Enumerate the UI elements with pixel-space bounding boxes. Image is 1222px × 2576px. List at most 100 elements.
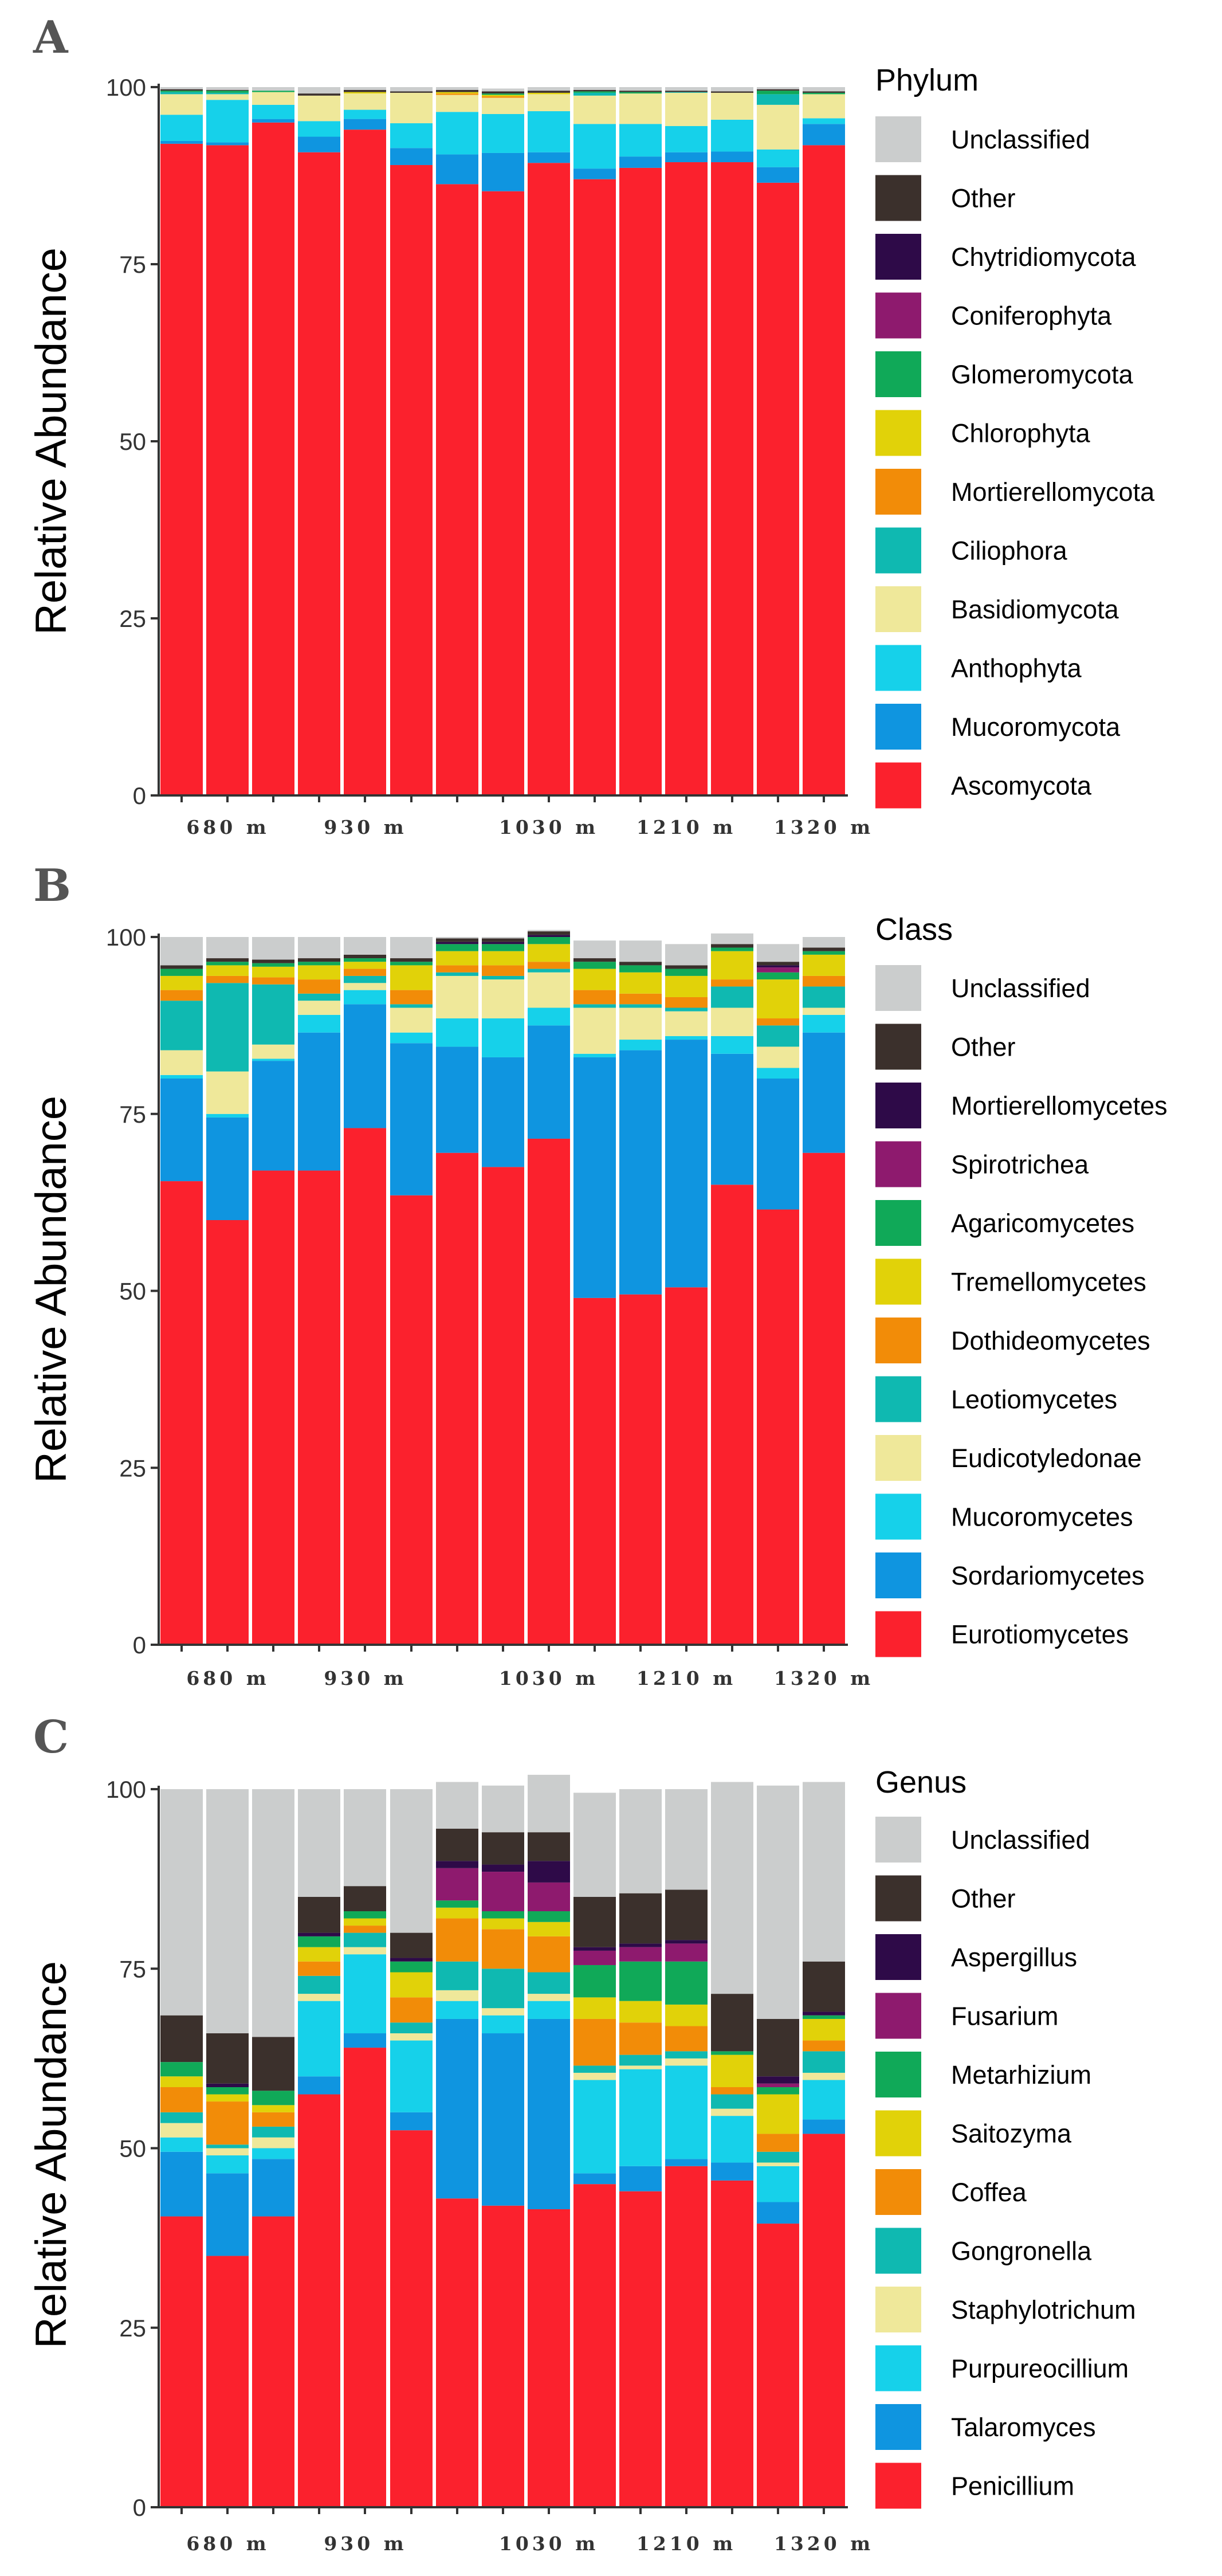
bar-segment-unclassified xyxy=(298,937,340,959)
bar-segment-aspergillus xyxy=(390,1958,433,1962)
bar-segment-saitozyma xyxy=(482,1918,524,1930)
bar-segment-agaricomycetes xyxy=(528,937,570,944)
bar-segment-purpureocillium xyxy=(665,2065,708,2159)
bar-segment-gongronella xyxy=(482,1969,524,2009)
bar-segment-tremellomycetes xyxy=(619,972,662,994)
legend-label: Aspergillus xyxy=(951,1943,1077,1972)
panel-b-plot xyxy=(158,930,848,1646)
bar-segment-talaromyces xyxy=(252,2159,294,2217)
bar-segment-coffea xyxy=(757,2134,799,2152)
bar-segment-agaricomycetes xyxy=(436,944,478,951)
bar-segment-leotiomycetes xyxy=(573,1004,616,1008)
bar-segment-gongronella xyxy=(573,2065,616,2073)
x-group-label: 1030 m xyxy=(499,2532,599,2555)
x-group-label: 1320 m xyxy=(774,1667,874,1689)
bar-segment-staphylotrichum xyxy=(160,2123,203,2138)
bar-segment-anthophyta xyxy=(528,111,570,152)
legend-swatch xyxy=(875,292,921,339)
bar-segment-unclassified xyxy=(757,87,799,89)
bar-segment-unclassified xyxy=(803,937,845,948)
bar-segment-tremellomycetes xyxy=(573,969,616,990)
legend-swatch xyxy=(875,410,921,456)
bar-segment-chlorophyta xyxy=(482,95,524,97)
bar-segment-other xyxy=(665,1889,708,1940)
bar-segment-coffea xyxy=(803,2040,845,2052)
x-group-label: 1210 m xyxy=(636,1667,736,1689)
bar-segment-metarhizium xyxy=(206,2087,249,2095)
bar-segment-penicillium xyxy=(665,2166,708,2507)
legend-label: Basidiomycota xyxy=(951,595,1119,624)
bar-segment-purpureocillium xyxy=(528,2001,570,2019)
bar-segment-coffea xyxy=(344,1926,386,1933)
y-tick-label: 0 xyxy=(133,782,146,809)
bar-segment-eudicotyledonae xyxy=(711,1007,753,1036)
bar-segment-mucoromycota xyxy=(528,152,570,163)
bar-segment-gongronella xyxy=(298,1975,340,1994)
bar-segment-chlorophyta xyxy=(344,92,386,94)
bar-segment-unclassified xyxy=(390,1789,433,1933)
bar-segment-saitozyma xyxy=(436,1907,478,1919)
y-tick-label: 75 xyxy=(119,1955,146,1982)
bar-segment-mortierellomycetes xyxy=(528,935,570,937)
legend-swatch xyxy=(875,116,921,162)
bar-segment-ascomycota xyxy=(206,145,249,795)
bar-segment-anthophyta xyxy=(757,149,799,167)
bar-segment-other xyxy=(711,944,753,948)
x-group-label: 680 m xyxy=(186,1667,269,1689)
bar-segment-talaromyces xyxy=(436,2018,478,2199)
bar-segment-mucoromycetes xyxy=(298,1014,340,1033)
bar-segment-ascomycota xyxy=(711,162,753,795)
bar-segment-ascomycota xyxy=(344,130,386,795)
bar-segment-unclassified xyxy=(344,87,386,90)
panel-c-x-ticks: 680 m 930 m 1030 m 1210 m 1320 m xyxy=(180,2507,870,2555)
bar-segment-metarhizium xyxy=(298,1936,340,1947)
bar-segment-eudicotyledonae xyxy=(298,1001,340,1015)
bar-segment-aspergillus xyxy=(436,1861,478,1868)
legend-label: Anthophyta xyxy=(951,654,1082,683)
bar-segment-unclassified xyxy=(436,937,478,939)
bar-segment-staphylotrichum xyxy=(206,2148,249,2156)
bar-segment-saitozyma xyxy=(298,1947,340,1962)
bar-segment-talaromyces xyxy=(298,2076,340,2095)
bar-segment-unclassified xyxy=(711,87,753,92)
legend-label: Agaricomycetes xyxy=(951,1209,1134,1238)
bar-segment-ascomycota xyxy=(436,184,478,795)
legend-label: Coffea xyxy=(951,2178,1027,2207)
bar-segment-other xyxy=(528,91,570,93)
bar-segment-eurotiomycetes xyxy=(528,1138,570,1645)
bar-segment-dothideomycetes xyxy=(573,990,616,1005)
bar-segment-other xyxy=(390,958,433,962)
legend-swatch xyxy=(875,1817,921,1863)
panel-a: A Relative Abundance 0 25 50 75 100 680 m 930… xyxy=(27,11,1155,838)
bar-segment-other xyxy=(482,1832,524,1865)
bar-segment-anthophyta xyxy=(803,118,845,124)
bar-segment-tremellomycetes xyxy=(206,965,249,976)
bar-segment-staphylotrichum xyxy=(803,2072,845,2080)
bar-segment-staphylotrichum xyxy=(757,2162,799,2166)
bar-segment-glomeromycota xyxy=(757,91,799,95)
legend-label: Talaromyces xyxy=(951,2413,1096,2442)
legend-swatch xyxy=(875,586,921,632)
bar-segment-metarhizium xyxy=(528,1911,570,1922)
bar-segment-agaricomycetes xyxy=(252,963,294,967)
bar-segment-other xyxy=(803,1961,845,2012)
x-group-label: 680 m xyxy=(186,2532,269,2555)
bar-segment-fusarium xyxy=(619,1947,662,1962)
bar-segment-unclassified xyxy=(436,1782,478,1829)
bar-segment-tremellomycetes xyxy=(803,954,845,976)
bar-segment-gongronella xyxy=(390,2022,433,2034)
bar-segment-agaricomycetes xyxy=(482,944,524,951)
bar-segment-unclassified xyxy=(757,1785,799,2019)
legend-label: Mortierellomycota xyxy=(951,477,1155,507)
legend-swatch xyxy=(875,1024,921,1070)
legend-label: Dothideomycetes xyxy=(951,1326,1150,1355)
bar-segment-gongronella xyxy=(528,1972,570,1994)
bar-segment-unclassified xyxy=(711,933,753,944)
panel-b-letter: B xyxy=(33,860,71,912)
bar-segment-saitozyma xyxy=(160,2076,203,2087)
bar-segment-eurotiomycetes xyxy=(482,1167,524,1645)
bar-segment-fusarium xyxy=(482,1872,524,1912)
bar-segment-unclassified xyxy=(390,87,433,92)
bar-segment-ascomycota xyxy=(252,122,294,795)
bar-segment-glomeromycota xyxy=(206,91,249,93)
